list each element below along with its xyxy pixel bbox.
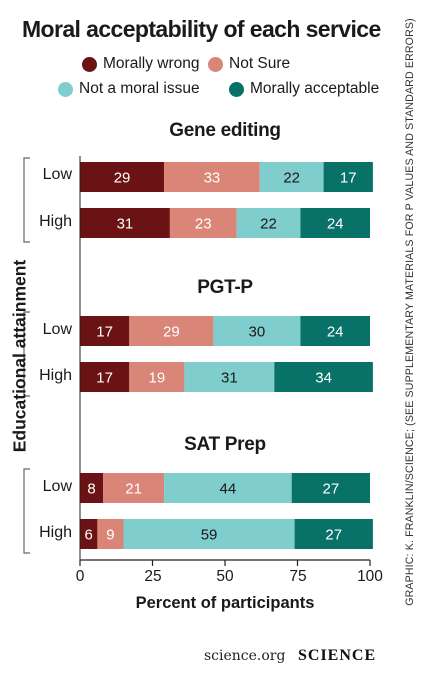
- bar-gene-editing-low-not-a-moral-issue: [259, 162, 324, 192]
- bar-label-pgt-p-low-not-a-moral-issue: 30: [249, 324, 266, 341]
- bar-label-pgt-p-low-morally-wrong: 17: [96, 324, 113, 341]
- bar-gene-editing-high-morally-acceptable: [300, 208, 370, 238]
- legend-label-morally-wrong: Morally wrong: [103, 55, 200, 72]
- panel-title-gene-editing: Gene editing: [169, 120, 281, 141]
- x-tick-label-0: 0: [75, 568, 85, 585]
- bar-sat-prep-low-morally-wrong: [80, 473, 104, 503]
- bar-label-pgt-p-high-not-a-moral-issue: 31: [221, 370, 238, 387]
- panel-title-sat-prep: SAT Prep: [184, 434, 266, 455]
- bar-pgt-p-high-not-sure: [129, 362, 185, 392]
- panel-title-pgt-p: PGT-P: [197, 277, 253, 298]
- legend-item-not-sure: Not Sure: [208, 55, 290, 73]
- bar-gene-editing-high-not-sure: [169, 208, 237, 238]
- bar-label-sat-prep-high-not-a-moral-issue: 59: [201, 527, 218, 544]
- bar-sat-prep-high-morally-acceptable: [294, 519, 373, 549]
- bar-label-gene-editing-low-morally-wrong: 29: [114, 170, 131, 187]
- row-label-sat-prep-high: High: [39, 524, 72, 541]
- bar-label-sat-prep-high-morally-acceptable: 27: [325, 527, 342, 544]
- graphic-credit: GRAPHIC: K. FRANKLIN/SCIENCE; (SEE SUPPL…: [404, 18, 416, 606]
- bar-label-pgt-p-high-morally-acceptable: 34: [315, 370, 332, 387]
- bar-label-gene-editing-high-morally-wrong: 31: [117, 216, 134, 233]
- x-tick-label-100: 100: [357, 568, 383, 585]
- legend-item-not-a-moral-issue: Not a moral issue: [58, 80, 200, 98]
- bar-label-gene-editing-high-not-sure: 23: [195, 216, 212, 233]
- legend-label-not-a-moral-issue: Not a moral issue: [79, 80, 200, 97]
- bar-sat-prep-low-not-sure: [103, 473, 165, 503]
- bar-label-sat-prep-high-not-sure: 9: [106, 527, 114, 544]
- bar-label-sat-prep-high-morally-wrong: 6: [85, 527, 93, 544]
- row-label-pgt-p-low: Low: [42, 321, 72, 338]
- footer-brand-logo: SCIENCE: [298, 647, 377, 664]
- bar-sat-prep-high-not-sure: [97, 519, 124, 549]
- legend-item-morally-wrong: Morally wrong: [82, 55, 199, 73]
- row-label-pgt-p-high: High: [39, 367, 72, 384]
- panel-bracket-2: [23, 311, 30, 397]
- bar-gene-editing-low-not-sure: [164, 162, 260, 192]
- legend-label-not-sure: Not Sure: [229, 55, 291, 72]
- bar-sat-prep-high-morally-wrong: [80, 519, 98, 549]
- bar-label-sat-prep-low-morally-wrong: 8: [87, 481, 95, 498]
- footer-url: science.org: [204, 648, 286, 664]
- bar-label-gene-editing-low-not-a-moral-issue: 22: [283, 170, 300, 187]
- bar-label-gene-editing-low-not-sure: 33: [204, 170, 221, 187]
- x-tick-label-50: 50: [216, 568, 234, 585]
- x-tick-label-75: 75: [289, 568, 307, 585]
- x-tick-label-25: 25: [144, 568, 162, 585]
- bar-label-sat-prep-low-not-a-moral-issue: 44: [220, 481, 237, 498]
- legend-item-morally-acceptable: Morally acceptable: [229, 80, 379, 98]
- row-label-sat-prep-low: Low: [42, 478, 72, 495]
- bar-pgt-p-high-morally-wrong: [80, 362, 130, 392]
- y-axis-label: Educational attainment: [9, 259, 30, 453]
- legend-swatch-not-a-moral-issue: [58, 81, 73, 97]
- bar-label-sat-prep-low-not-sure: 21: [125, 481, 142, 498]
- x-axis-label: Percent of participants: [135, 594, 315, 612]
- legend-swatch-not-sure: [208, 56, 223, 72]
- bar-pgt-p-low-not-a-moral-issue: [213, 316, 301, 346]
- bar-pgt-p-low-morally-wrong: [80, 316, 130, 346]
- panel-bracket-3: [23, 468, 30, 554]
- bar-gene-editing-high-morally-wrong: [80, 208, 170, 238]
- bar-pgt-p-high-not-a-moral-issue: [184, 362, 275, 392]
- legend-swatch-morally-wrong: [82, 56, 97, 72]
- legend-swatch-morally-acceptable: [229, 81, 244, 97]
- legend-label-morally-acceptable: Morally acceptable: [250, 80, 380, 97]
- bar-pgt-p-low-morally-acceptable: [300, 316, 370, 346]
- bar-sat-prep-high-not-a-moral-issue: [123, 519, 295, 549]
- bar-label-sat-prep-low-morally-acceptable: 27: [323, 481, 340, 498]
- row-label-gene-editing-high: High: [39, 213, 72, 230]
- bar-pgt-p-high-morally-acceptable: [274, 362, 373, 392]
- bar-label-gene-editing-high-morally-acceptable: 24: [327, 216, 344, 233]
- bar-sat-prep-low-not-a-moral-issue: [164, 473, 292, 503]
- bar-sat-prep-low-morally-acceptable: [291, 473, 370, 503]
- bar-pgt-p-low-not-sure: [129, 316, 214, 346]
- chart-title: Moral acceptability of each service: [22, 16, 381, 42]
- bar-label-pgt-p-high-not-sure: 19: [149, 370, 166, 387]
- bar-gene-editing-low-morally-acceptable: [323, 162, 373, 192]
- bar-label-gene-editing-low-morally-acceptable: 17: [340, 170, 357, 187]
- bar-label-pgt-p-low-not-sure: 29: [163, 324, 180, 341]
- row-label-gene-editing-low: Low: [42, 166, 72, 183]
- panel-bracket-1: [23, 157, 30, 243]
- bar-label-pgt-p-low-morally-acceptable: 24: [327, 324, 344, 341]
- bar-gene-editing-low-morally-wrong: [80, 162, 165, 192]
- bar-label-gene-editing-high-not-a-moral-issue: 22: [260, 216, 277, 233]
- bar-gene-editing-high-not-a-moral-issue: [236, 208, 301, 238]
- bar-label-pgt-p-high-morally-wrong: 17: [96, 370, 113, 387]
